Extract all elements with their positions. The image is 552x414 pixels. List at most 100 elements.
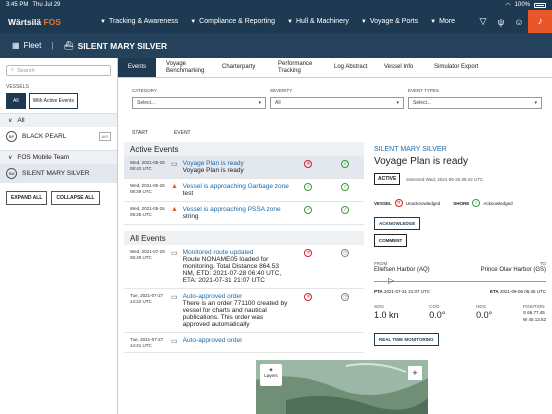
fleet-bar: ▦ Fleet | ⛴ SILENT MARY SILVER <box>0 33 552 58</box>
event-row[interactable]: Wed, 2021-05-26 08:42 UTC ▭ Voyage Plan is… <box>124 156 364 179</box>
event-row[interactable]: Tue, 2021-07-27 14:22 UTC ▭ Auto-approved … <box>124 289 364 333</box>
alarm-bell-icon[interactable]: ♪ <box>528 10 552 33</box>
collapse-all-button[interactable]: COLLAPSE ALL <box>51 191 100 205</box>
tab-bar: Events Voyage Benchmarking Charterparty … <box>118 58 552 78</box>
column-start: START <box>132 130 148 136</box>
status-bar: 3:45 PM Thu Jul 29 ◠ 100% <box>0 0 552 10</box>
event-title[interactable]: Vessel is approaching Garbage zone <box>182 183 289 190</box>
status-badge: ACTIVE <box>374 173 401 185</box>
category-select[interactable]: Select... ▾ <box>132 97 266 109</box>
chevron-down-icon: ▼ <box>287 18 293 25</box>
expand-all-button[interactable]: EXPAND ALL <box>6 191 48 205</box>
tab-charterparty[interactable]: Charterparty <box>222 64 256 70</box>
event-row[interactable]: Wed, 2021-07-28 06:40 UTC ▭ Monitored rout… <box>124 245 364 289</box>
zoom-in-button[interactable]: + <box>408 366 422 380</box>
comment-button[interactable]: COMMENT <box>374 234 408 247</box>
event-title[interactable]: Auto-approved order <box>182 337 243 344</box>
filter-active-events-button[interactable]: With Active Events <box>28 93 78 109</box>
eta-label: ETA <box>490 289 499 294</box>
event-time: Tue, 2021-07-27 14:22 UTC <box>130 293 164 304</box>
acknowledge-button[interactable]: ACKNOWLEDGE <box>374 217 421 230</box>
wifi-icon: ◠ <box>505 2 511 9</box>
event-time: Wed, 2021-05-26 08:42 UTC <box>130 160 165 171</box>
filter-all-button[interactable]: All <box>6 93 26 109</box>
detail-vessel-name[interactable]: SILENT MARY SILVER <box>374 146 447 153</box>
event-row[interactable]: Wed, 2021-05-26 08:29 UTC ▲ Vessel is appr… <box>124 179 364 202</box>
acknowledged-icon: ✓ <box>304 183 313 191</box>
tab-voyage-benchmarking[interactable]: Voyage Benchmarking <box>166 60 205 74</box>
severity-select[interactable]: All ▾ <box>270 97 404 109</box>
pta-value: 2021-07-31 21:07 UTC <box>383 289 430 294</box>
detail-title: Voyage Plan is ready <box>374 156 468 167</box>
ship-arrow-icon: ▷ <box>388 276 395 285</box>
acknowledged-icon: ✓ <box>304 206 313 214</box>
sog-label: SOG <box>374 304 385 309</box>
chevron-down-icon: ▼ <box>100 18 106 25</box>
nav-compliance[interactable]: ▼ Compliance & Reporting <box>190 18 276 25</box>
event-time: Wed, 2021-05-26 08:29 UTC <box>130 183 165 194</box>
search-icon: ⌕ <box>11 67 15 73</box>
search-input[interactable]: ⌕ Search <box>6 65 111 76</box>
main-area: Events Voyage Benchmarking Charterparty … <box>118 58 552 414</box>
detected-time: Detected Wed, 2021-05-26 08:42 UTC <box>406 176 484 182</box>
group-all[interactable]: ∨ All <box>0 113 117 127</box>
tab-vessel-info[interactable]: Vessel Info <box>384 64 414 70</box>
event-title[interactable]: Voyage Plan is ready <box>182 160 244 167</box>
event-title[interactable]: Auto-approved order <box>182 293 243 300</box>
list-header: START EVENT <box>132 130 191 136</box>
status-time: 3:45 PM <box>6 2 29 8</box>
map-view[interactable]: ◈ Layers + <box>256 360 428 414</box>
ship-icon: ⛴ <box>63 41 74 50</box>
event-row[interactable]: Wed, 2021-05-26 08:25 UTC ▲ Vessel is appr… <box>124 202 364 225</box>
chevron-down-icon: ▾ <box>258 100 261 106</box>
chevron-down-icon: ▼ <box>360 18 367 25</box>
tab-log-abstract[interactable]: Log Abstract <box>334 64 368 70</box>
vessel-black-pearl[interactable]: BP BLACK PEARL AIS <box>0 127 117 146</box>
event-desc: Voyage Plan is ready <box>182 167 244 174</box>
vessel-silent-mary-silver[interactable]: SM SILENT MARY SILVER <box>0 164 117 183</box>
vessel-ack-label: VESSEL <box>374 200 392 206</box>
user-icon[interactable]: ☺ <box>514 16 524 27</box>
layers-icon: ◈ <box>269 367 273 372</box>
unacknowledged-icon: ✕ <box>304 160 313 168</box>
from-label: FROM <box>374 261 388 266</box>
tab-performance-tracking[interactable]: Performance Tracking <box>278 60 313 74</box>
nav-voyage[interactable]: ▼ Voyage & Ports <box>360 18 419 25</box>
events-list: Active Events Wed, 2021-05-26 08:42 UTC ▭… <box>124 142 364 353</box>
brand-logo[interactable]: Wärtsilä FOS <box>8 16 61 27</box>
chevron-down-icon: ∨ <box>8 118 13 124</box>
nav-tracking[interactable]: ▼ Tracking & Awareness <box>100 18 179 25</box>
event-desc: string <box>182 213 199 220</box>
real-time-monitoring-button[interactable]: REAL TIME MONITORING <box>374 333 439 346</box>
position-lat: S 66.77.45 <box>522 310 545 315</box>
chevron-down-icon: ∨ <box>8 155 13 161</box>
chat-icon: ▭ <box>170 161 178 168</box>
severity-label: SEVERITY <box>270 88 293 93</box>
active-events-title: Active Events <box>124 142 364 156</box>
event-time: Tue, 2021-07-27 14:21 UTC <box>130 337 164 348</box>
tab-simulator-export[interactable]: Simulator Export <box>434 64 479 70</box>
nav-hull[interactable]: ▼ Hull & Machinery <box>287 18 349 25</box>
clock-icon: ◷ <box>341 249 350 257</box>
antenna-icon[interactable]: ψ <box>497 16 505 27</box>
event-title[interactable]: Vessel is approaching PSSA zone <box>182 206 281 213</box>
event-types-select[interactable]: Select... ▾ <box>408 97 542 109</box>
fleet-icon: ▦ <box>12 41 20 50</box>
separator: | <box>51 41 54 50</box>
tab-events[interactable]: Events <box>118 58 156 77</box>
event-time: Wed, 2021-05-26 08:25 UTC <box>130 206 165 217</box>
chevron-down-icon: ▾ <box>534 100 537 106</box>
layers-button[interactable]: ◈ Layers <box>260 364 282 386</box>
fleet-link[interactable]: Fleet <box>23 41 42 50</box>
vessel-ack-value: Unacknowledged <box>405 200 441 206</box>
group-fos-mobile-team[interactable]: ∨ FOS Mobile Team <box>0 150 117 164</box>
nav-more[interactable]: ▼ More <box>430 18 456 25</box>
event-row[interactable]: Tue, 2021-07-27 14:21 UTC ▭ Auto-approved … <box>124 333 364 353</box>
cog-value: 0.0° <box>429 310 446 320</box>
filter-icon[interactable]: ▽ <box>479 16 487 26</box>
sog-value: 1.0 kn <box>374 310 399 320</box>
ship-name: SILENT MARY SILVER <box>77 40 168 51</box>
event-title[interactable]: Monitored route updated <box>182 249 254 256</box>
battery-percent: 100% <box>514 2 530 8</box>
acknowledged-icon: ✓ <box>341 206 350 214</box>
